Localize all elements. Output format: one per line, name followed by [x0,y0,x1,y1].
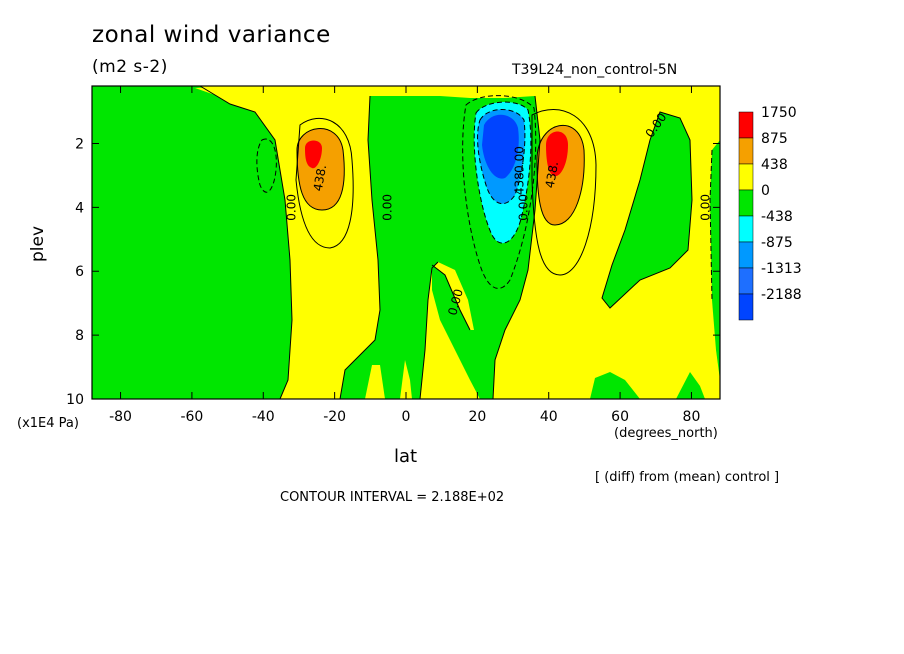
legend-swatch [738,189,754,217]
x-tick-label: 20 [468,409,486,425]
region-negative-lower-right [590,372,640,399]
region-negative-min-core [482,114,519,179]
chart-units: (m2 s-2) [92,57,168,77]
region-positive-top [195,86,335,108]
contour-label: 0.00 [513,146,527,173]
legend-label: -1313 [761,261,802,277]
legend-swatch [738,293,754,321]
y-axis-label: plev [28,225,48,262]
contour-label: 438. [543,160,561,189]
contour-neg-mid [477,109,526,205]
contour-south-outer [295,117,354,249]
y-tick-label: 10 [66,392,84,408]
run-label: T39L24_non_control-5N [512,62,678,78]
y-tick-label: 2 [75,136,84,152]
contour-south-orange [296,128,345,211]
legend-swatch [738,111,754,139]
contour-label: 0.00 [698,194,712,221]
contour-label: 0.00 [284,194,298,221]
x-tick-label: 80 [683,409,701,425]
contour-north-orange [536,124,585,226]
contour-neg-south-small [256,138,277,193]
contour-interval-label: CONTOUR INTERVAL = 2.188E+02 [280,490,505,505]
region-negative-edge [710,140,720,380]
y-axis-ticks: 2 4 6 8 10 [66,136,720,408]
x-tick-label: 40 [540,409,558,425]
y-tick-label: 4 [75,200,84,216]
y-axis-unit: (x1E4 Pa) [17,416,79,431]
legend-swatch [738,163,754,191]
x-tick-label: -20 [323,409,346,425]
x-tick-label: -80 [109,409,132,425]
contour-label: 0.00 [381,194,395,221]
legend-label: -2188 [761,287,802,303]
legend-label: 0 [761,183,770,199]
contour-neg-east-edge [709,149,713,301]
chart-title: zonal wind variance [92,22,331,48]
region-negative-bottom-left [202,380,245,399]
legend-label: -438 [761,209,793,225]
y-tick-label: 8 [75,328,84,344]
region-negative-south [92,86,292,399]
region-positive-north-red [546,131,568,177]
legend-swatch [738,215,754,243]
contour-label: 438. [513,168,527,195]
contour-neg-cyan [473,101,532,244]
region-negative-north [602,112,692,308]
contour-zero-north [601,111,693,309]
region-positive-south-red [305,140,322,169]
legend-label: -875 [761,235,793,251]
x-tick-label: -40 [252,409,275,425]
contour-zero-south [199,86,293,399]
difference-note: [ (diff) from (mean) control ] [595,470,780,485]
x-tick-label: 0 [402,409,411,425]
legend-label: 875 [761,131,788,147]
legend-label: 438 [761,157,788,173]
legend-swatch [738,241,754,269]
x-tick-label: 60 [611,409,629,425]
contour-zero-inner [419,261,471,399]
contour-zero-center-east [492,95,541,399]
x-tick-label: -60 [180,409,203,425]
contour-neg-outer [462,95,537,289]
contour-zero-center-west [339,95,381,399]
y-tick-label: 6 [75,264,84,280]
contour-label: 0.00 [516,194,530,221]
color-legend: 1750 875 438 0 -438 -875 -1313 -2188 [738,105,802,321]
legend-swatch [738,137,754,165]
x-axis-unit: (degrees_north) [614,426,718,441]
contour-label: 438. [311,164,329,193]
region-negative-lower-far [676,372,705,399]
x-axis-label: lat [394,446,418,467]
contour-north-outer [531,109,597,276]
legend-swatch [738,267,754,295]
x-axis-ticks: -80 -60 -40 -20 0 20 40 60 80 [109,86,700,425]
legend-label: 1750 [761,105,797,121]
contour-label: 0.00 [445,287,465,316]
